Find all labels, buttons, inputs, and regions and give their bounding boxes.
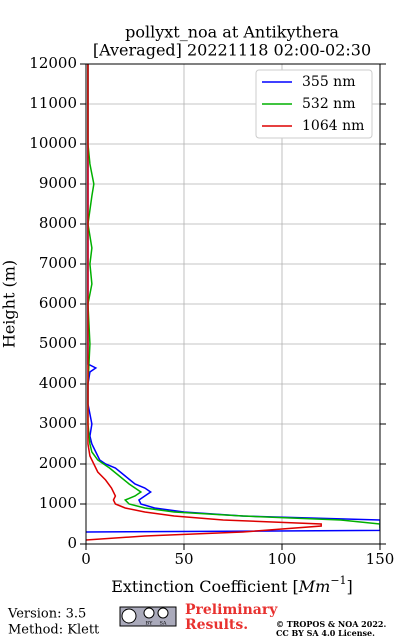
copyright-text: CC BY SA 4.0 License.: [276, 628, 375, 638]
plot-frame: [85, 63, 381, 545]
chart-title: [Averaged] 20221118 02:00-02:30: [93, 41, 371, 60]
y-tick-label: 5000: [39, 334, 77, 352]
y-tick-label: 3000: [39, 414, 77, 432]
chart-title: pollyxt_noa at Antikythera: [125, 23, 339, 42]
x-axis-label-unit: Mm: [298, 577, 331, 596]
x-tick-label: 150: [366, 550, 395, 568]
legend-label: 355 nm: [302, 74, 355, 90]
x-axis-label-exponent: −1: [330, 574, 346, 587]
y-tick-label: 2000: [39, 454, 77, 472]
badge-cc: [121, 608, 137, 624]
legend-label: 532 nm: [302, 96, 355, 112]
y-tick-label: 10000: [29, 134, 77, 152]
preliminary-text: Preliminary: [185, 602, 278, 618]
badge-sa: [157, 607, 169, 619]
x-tick-label: 0: [81, 550, 91, 568]
badge-text: SA: [159, 621, 166, 627]
license-badge: BY SA: [119, 606, 177, 627]
y-tick-label: 0: [67, 534, 77, 552]
y-tick-label: 1000: [39, 494, 77, 512]
profile-line: [87, 64, 380, 528]
x-tick-label: 100: [268, 550, 297, 568]
y-tick-label: 7000: [39, 254, 77, 272]
plot-lines: [86, 64, 380, 541]
legend-box: [255, 69, 373, 139]
y-tick-label: 6000: [39, 294, 77, 312]
y-tick-label: 4000: [39, 374, 77, 392]
y-tick-label: 11000: [29, 94, 77, 112]
legend-label: 1064 nm: [302, 118, 364, 134]
y-axis-label: Height (m): [0, 260, 19, 348]
x-axis-label: Extinction Coefficient [Mm−1]: [111, 574, 353, 596]
copyright-text: © TROPOS & NOA 2022.: [276, 619, 386, 629]
badge-by: [143, 607, 155, 619]
y-tick-label: 8000: [39, 214, 77, 232]
method-text: Method: Klett: [8, 623, 100, 638]
x-axis-label-text: Extinction Coefficient [: [111, 577, 299, 596]
x-tick-label: 50: [174, 550, 193, 568]
preliminary-text: Results.: [185, 617, 248, 633]
x-axis-label-text: ]: [347, 577, 353, 596]
y-tick-label: 9000: [39, 174, 77, 192]
y-tick-label: 12000: [29, 54, 77, 72]
badge-text: BY: [146, 621, 154, 627]
version-text: Version: 3.5: [7, 607, 86, 622]
profile-line: [86, 64, 322, 541]
